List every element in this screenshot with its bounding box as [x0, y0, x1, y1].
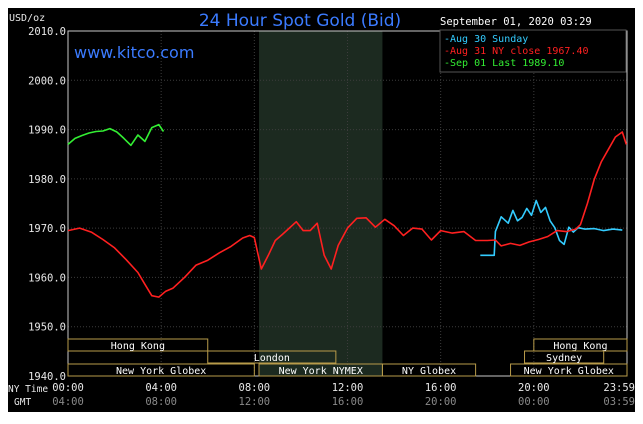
y-axis-label: USD/oz [9, 13, 45, 24]
y-tick-label: 1970.0 [28, 223, 66, 235]
chart-title: 24 Hour Spot Gold (Bid) [199, 11, 401, 31]
x-axis-ticks: 00:00 04:00 08:00 12:00 16:00 20:00 23:59 04:00… [52, 382, 635, 408]
watermark: www.kitco.com [74, 43, 194, 62]
gmt-label: GMT [14, 397, 31, 408]
ny-time-label: NY Time [8, 384, 48, 395]
y-tick-label: 1980.0 [28, 174, 66, 186]
market-sessions: Hong Kong London New York Globex New York N… [67, 338, 628, 377]
legend-entry: -Sep 01 Last 1989.10 [444, 58, 564, 69]
session-box [207, 350, 337, 364]
y-tick-label: 1960.0 [28, 272, 66, 284]
gmt-tick-label: 16:00 [332, 396, 364, 408]
price-series [67, 123, 628, 298]
session-label: New York Globex [524, 366, 614, 377]
legend-entry: -Aug 30 Sunday [444, 34, 528, 45]
timestamp: September 01, 2020 03:29 [440, 16, 592, 28]
gmt-tick-label: 04:00 [52, 396, 84, 408]
ny-tick-label: 00:00 [52, 382, 84, 394]
session-box [524, 350, 605, 364]
session-label: New York Globex [116, 366, 206, 377]
y-tick-label: 1950.0 [28, 322, 66, 334]
session-label: New York NYMEX [279, 366, 363, 377]
session-label: London [254, 353, 290, 364]
session-label: NY Globex [402, 366, 456, 377]
gmt-tick-label: 20:00 [425, 396, 457, 408]
y-tick-label: 1990.0 [28, 125, 66, 137]
y-tick-label: 1940.0 [28, 371, 66, 383]
price-series-line [480, 199, 623, 257]
ny-tick-label: 08:00 [239, 382, 271, 394]
legend-entry: -Aug 31 NY close 1967.40 [444, 46, 589, 57]
session-box [381, 363, 477, 377]
session-label: Hong Kong [111, 341, 165, 352]
price-series-line [67, 131, 628, 298]
y-axis-ticks: 2010.0 2000.0 1990.0 1980.0 1970.0 1960.0 1950… [28, 26, 66, 383]
legend: -Aug 30 Sunday-Aug 31 NY close 1967.40-S… [439, 29, 627, 73]
gmt-tick-label: 12:00 [239, 396, 271, 408]
ny-tick-label: 23:59 [603, 382, 635, 394]
session-box [510, 363, 628, 377]
y-tick-label: 2010.0 [28, 26, 66, 38]
gmt-tick-label: 00:00 [518, 396, 550, 408]
session-box [67, 363, 255, 377]
nymex-shaded-band [258, 31, 383, 376]
ny-tick-label: 04:00 [145, 382, 177, 394]
ny-tick-label: 16:00 [425, 382, 457, 394]
session-label: Sydney [546, 353, 582, 364]
legend-box [439, 29, 627, 73]
session-label: Hong Kong [553, 341, 607, 352]
y-tick-label: 2000.0 [28, 75, 66, 87]
gmt-tick-label: 03:59 [603, 396, 635, 408]
ny-tick-label: 12:00 [332, 382, 364, 394]
session-box [67, 338, 209, 352]
price-series-line [67, 123, 165, 147]
ny-tick-label: 20:00 [518, 382, 550, 394]
gmt-tick-label: 08:00 [145, 396, 177, 408]
